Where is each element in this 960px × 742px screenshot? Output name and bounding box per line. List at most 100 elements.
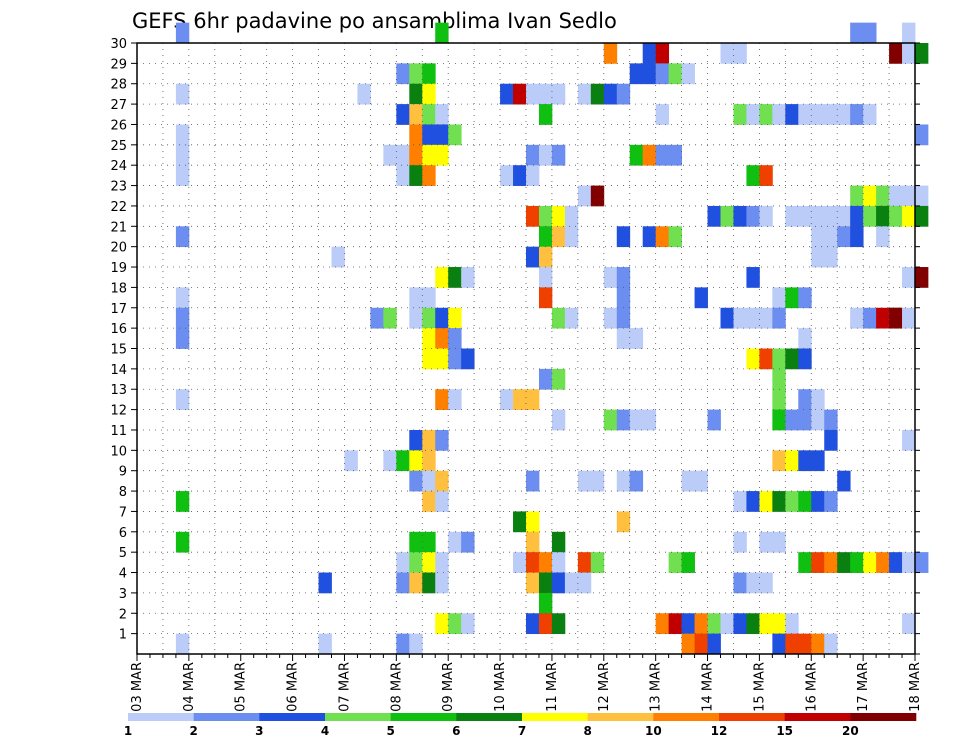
heatmap-cell: [551, 552, 566, 573]
legend-swatch: [850, 713, 917, 721]
x-axis: 03 MAR 04 MAR 05 MAR 06 MAR 07 MAR 08 MAR 09 M…: [130, 654, 923, 712]
heatmap-cell: [383, 144, 397, 166]
heatmap-cell: [642, 226, 657, 248]
heatmap-cell: [746, 491, 760, 512]
heatmap-cell: [681, 613, 695, 635]
legend-swatch: [719, 713, 785, 721]
heatmap-cell: [616, 409, 631, 431]
heatmap-cell: [409, 429, 423, 451]
heatmap-cell: [448, 267, 462, 288]
heatmap-cell: [461, 348, 475, 370]
heatmap-cell: [850, 104, 864, 125]
heatmap-cell: [772, 389, 786, 410]
heatmap-cell: [785, 287, 799, 309]
heatmap-cell: [746, 267, 760, 288]
y-tick-label: 21: [110, 220, 127, 235]
heatmap-cell: [629, 409, 657, 431]
heatmap-cell: [733, 205, 747, 227]
heatmap-cell: [538, 592, 553, 614]
y-tick-label: 1: [119, 628, 127, 643]
heatmap-cell: [785, 104, 799, 125]
heatmap-cell: [616, 267, 631, 288]
heatmap-cell: [759, 165, 773, 186]
heatmap-cell: [889, 205, 903, 227]
x-tick-label: 05 MAR: [234, 662, 249, 712]
y-tick-label: 12: [110, 404, 127, 419]
heatmap-cell: [837, 470, 851, 492]
y-tick-label: 4: [119, 567, 127, 582]
x-tick-label: 08 MAR: [389, 662, 404, 712]
heatmap-cell: [902, 205, 916, 227]
y-tick-label: 25: [110, 139, 127, 154]
heatmap-cell: [577, 572, 592, 594]
heatmap-cell: [915, 267, 929, 288]
heatmap-cell: [616, 470, 631, 492]
heatmap-cell: [526, 511, 540, 533]
y-tick-label: 18: [110, 281, 127, 296]
heatmap-cell: [513, 552, 527, 573]
heatmap-cell: [551, 226, 566, 248]
heatmap-cell: [772, 348, 786, 370]
heatmap-cell: [577, 185, 592, 207]
heatmap-cell: [409, 124, 423, 146]
legend-swatch: [325, 713, 391, 721]
heatmap-cell: [175, 328, 190, 349]
heatmap-cell: [902, 429, 916, 451]
heatmap-cell: [409, 531, 436, 553]
heatmap-cell: [915, 43, 929, 64]
y-tick-label: 17: [110, 302, 127, 317]
heatmap-cell: [526, 205, 540, 227]
heatmap-cell: [175, 389, 190, 410]
heatmap-cell: [863, 552, 877, 573]
heatmap-cell: [824, 429, 838, 451]
heatmap-cell: [629, 144, 644, 166]
heatmap-cell: [448, 531, 462, 553]
heatmap-cell: [811, 552, 825, 573]
heatmap-cell: [513, 165, 527, 186]
legend-tick-label: 1: [124, 724, 132, 738]
heatmap-cell: [902, 22, 916, 44]
heatmap-cell: [876, 205, 890, 227]
x-tick-label: 04 MAR: [182, 662, 197, 712]
y-tick-label: 23: [110, 180, 127, 195]
heatmap-cell: [850, 22, 877, 44]
heatmap-cell: [526, 165, 540, 186]
heatmap-cell: [824, 491, 838, 512]
heatmap-cell: [798, 328, 812, 349]
y-tick-label: 19: [110, 261, 127, 276]
heatmap-cell: [811, 633, 825, 655]
heatmap-cell: [461, 613, 475, 635]
heatmap-cell: [616, 83, 631, 105]
heatmap-cell: [772, 287, 786, 309]
heatmap-cell: [590, 552, 605, 573]
x-tick-label: 12 MAR: [597, 662, 612, 712]
heatmap-cell: [409, 572, 423, 594]
heatmap-cell: [759, 613, 786, 635]
heatmap-cell: [448, 328, 462, 349]
heatmap-cell: [409, 470, 423, 492]
heatmap-cell: [538, 552, 553, 573]
heatmap-cell: [435, 491, 449, 512]
heatmap-cell: [409, 307, 423, 329]
heatmap-cell: [526, 83, 566, 105]
heatmap-cell: [733, 307, 773, 329]
heatmap-cell: [564, 572, 579, 594]
heatmap-cell: [876, 552, 890, 573]
heatmap-cell: [577, 552, 592, 573]
heatmap-cell: [655, 226, 670, 248]
heatmap-cell: [655, 144, 682, 166]
heatmap-cell: [798, 348, 812, 370]
legend-swatch: [653, 713, 720, 721]
heatmap-cell: [422, 165, 436, 186]
heatmap-cell: [396, 63, 410, 85]
legend-tick-label: 6: [452, 724, 460, 738]
heatmap-cell: [616, 328, 644, 349]
x-tick-label: 09 MAR: [441, 662, 456, 712]
heatmap-cell: [798, 104, 851, 125]
heatmap-cell: [707, 633, 721, 655]
heatmap-cell: [577, 83, 592, 105]
heatmap-cell: [551, 531, 566, 553]
heatmap-cell: [772, 104, 786, 125]
y-tick-label: 6: [119, 526, 127, 541]
